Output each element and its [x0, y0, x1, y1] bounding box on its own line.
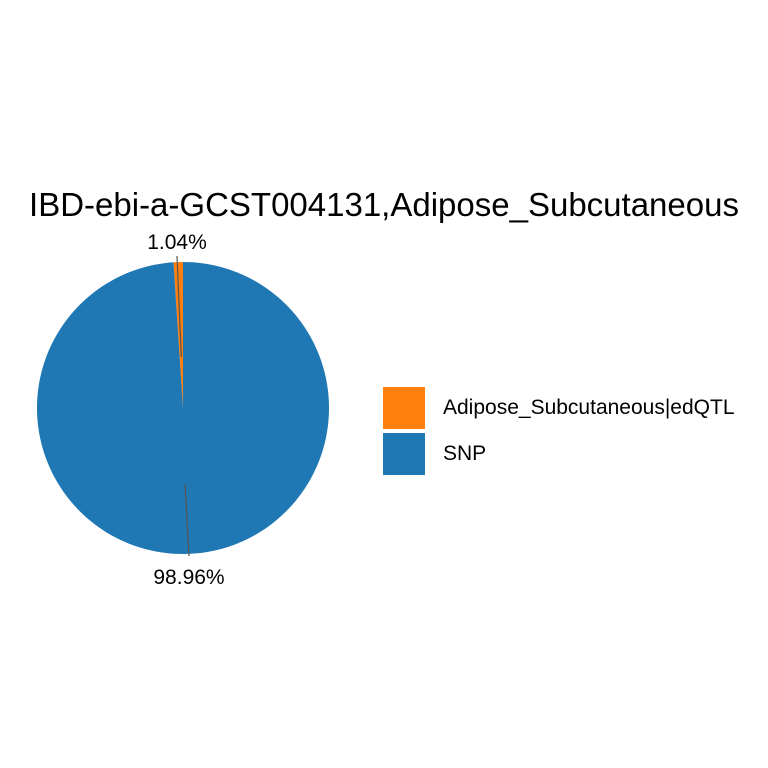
leader-line-0 — [176, 255, 182, 357]
leader-line-1 — [184, 483, 190, 557]
legend-swatch-edqtl — [383, 387, 425, 429]
pie-slice-1 — [36, 262, 329, 554]
legend-item-edqtl: Adipose_Subcutaneous|edQTL — [383, 385, 735, 431]
pie-slice-0 — [173, 262, 183, 408]
legend-label-edqtl: Adipose_Subcutaneous|edQTL — [443, 396, 735, 419]
legend: Adipose_Subcutaneous|edQTL SNP — [383, 385, 735, 477]
legend-item-snp: SNP — [383, 431, 735, 477]
legend-swatch-snp — [383, 433, 425, 475]
slice-percent-label-0: 1.04% — [147, 231, 207, 254]
chart-title: IBD-ebi-a-GCST004131,Adipose_Subcutaneou… — [29, 186, 739, 223]
legend-label-snp: SNP — [443, 442, 487, 465]
slice-percent-label-1: 98.96% — [153, 566, 224, 589]
